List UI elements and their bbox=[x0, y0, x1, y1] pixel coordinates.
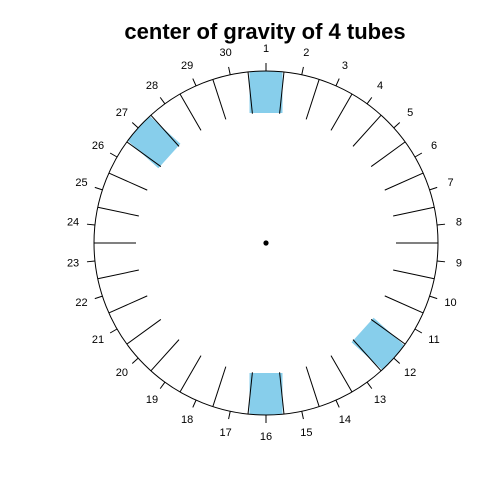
slot-divider bbox=[393, 269, 435, 280]
tick-mark-28 bbox=[159, 97, 166, 105]
slot-divider bbox=[393, 206, 435, 217]
tick-mark-8 bbox=[437, 223, 446, 226]
tick-mark-2 bbox=[301, 66, 304, 75]
slot-divider bbox=[212, 366, 227, 407]
slot-label-7: 7 bbox=[447, 177, 453, 189]
slot-divider bbox=[370, 319, 406, 345]
tick-marks bbox=[86, 63, 446, 423]
tick-mark-19 bbox=[159, 381, 166, 389]
slot-label-1: 1 bbox=[263, 43, 269, 55]
slot-label-30: 30 bbox=[220, 47, 232, 59]
slot-label-2: 2 bbox=[303, 47, 309, 59]
tick-mark-18 bbox=[192, 399, 197, 408]
slot-divider bbox=[384, 295, 424, 314]
slot-divider bbox=[279, 71, 285, 114]
slot-label-16: 16 bbox=[260, 431, 272, 443]
slot-label-21: 21 bbox=[92, 334, 104, 346]
filled-tubes bbox=[127, 71, 405, 415]
slot-divider bbox=[305, 366, 320, 407]
slot-dividers bbox=[94, 71, 438, 415]
slot-divider bbox=[108, 172, 148, 191]
slot-label-8: 8 bbox=[456, 217, 462, 229]
tick-mark-29 bbox=[192, 78, 197, 87]
slot-divider bbox=[150, 114, 180, 147]
tick-mark-6 bbox=[414, 152, 423, 158]
slot-label-22: 22 bbox=[75, 297, 87, 309]
slot-divider bbox=[384, 172, 424, 191]
slot-divider bbox=[97, 206, 139, 217]
slot-divider bbox=[247, 71, 253, 114]
slot-divider bbox=[126, 319, 162, 345]
tick-mark-25 bbox=[94, 186, 103, 191]
slot-divider bbox=[97, 269, 139, 280]
slot-divider bbox=[279, 372, 285, 415]
slot-label-20: 20 bbox=[116, 367, 128, 379]
slot-label-18: 18 bbox=[181, 414, 193, 426]
slot-label-27: 27 bbox=[116, 107, 128, 119]
slot-divider bbox=[305, 79, 320, 120]
tick-mark-30 bbox=[228, 66, 231, 75]
slot-divider bbox=[352, 339, 382, 372]
slot-labels: 1 234567891011121314151617181920212223242… bbox=[67, 43, 462, 443]
tick-mark-14 bbox=[335, 399, 340, 408]
slot-divider bbox=[330, 355, 353, 393]
tick-mark-24 bbox=[86, 223, 95, 226]
slot-label-24: 24 bbox=[67, 217, 79, 229]
slot-label-4: 4 bbox=[377, 80, 383, 92]
tick-mark-11 bbox=[414, 328, 423, 334]
slot-label-23: 23 bbox=[67, 257, 79, 269]
tick-mark-10 bbox=[429, 295, 438, 300]
tube-slot-27 bbox=[127, 116, 181, 169]
tick-mark-27 bbox=[131, 122, 139, 129]
tick-mark-22 bbox=[94, 295, 103, 300]
tick-mark-20 bbox=[131, 357, 139, 364]
diagram-title: center of gravity of 4 tubes bbox=[124, 19, 405, 44]
slot-label-15: 15 bbox=[300, 427, 312, 439]
tick-mark-17 bbox=[228, 411, 231, 420]
tick-mark-5 bbox=[393, 122, 401, 129]
slot-label-12: 12 bbox=[404, 367, 416, 379]
slot-label-14: 14 bbox=[339, 414, 351, 426]
tick-mark-12 bbox=[393, 357, 401, 364]
slot-label-13: 13 bbox=[374, 394, 386, 406]
tick-mark-26 bbox=[109, 152, 118, 158]
slot-label-25: 25 bbox=[75, 177, 87, 189]
tube-slot-12 bbox=[351, 317, 405, 370]
slot-divider bbox=[179, 93, 202, 131]
slot-divider bbox=[150, 339, 180, 372]
slot-label-9: 9 bbox=[456, 257, 462, 269]
tick-mark-7 bbox=[429, 186, 438, 191]
slot-label-11: 11 bbox=[428, 334, 439, 346]
slot-divider bbox=[126, 141, 162, 167]
slot-divider bbox=[108, 295, 148, 314]
tick-mark-9 bbox=[437, 260, 446, 263]
slot-label-28: 28 bbox=[146, 80, 158, 92]
slot-divider bbox=[330, 93, 353, 131]
slot-label-5: 5 bbox=[407, 107, 413, 119]
tick-mark-3 bbox=[335, 78, 340, 87]
slot-divider bbox=[352, 114, 382, 147]
slot-label-19: 19 bbox=[146, 394, 158, 406]
slot-divider bbox=[370, 141, 406, 167]
tick-mark-13 bbox=[366, 381, 373, 389]
slot-label-17: 17 bbox=[220, 427, 232, 439]
slot-divider bbox=[212, 79, 227, 120]
slot-label-29: 29 bbox=[181, 60, 193, 72]
slot-label-26: 26 bbox=[92, 140, 104, 152]
slot-label-3: 3 bbox=[342, 60, 348, 72]
center-of-gravity-dot bbox=[263, 240, 269, 246]
slot-divider bbox=[247, 372, 253, 415]
slot-divider bbox=[179, 355, 202, 393]
slot-label-6: 6 bbox=[431, 140, 437, 152]
tick-mark-23 bbox=[86, 260, 95, 263]
tube-slot-1 bbox=[249, 71, 283, 113]
slot-label-10: 10 bbox=[444, 297, 456, 309]
tick-mark-15 bbox=[301, 411, 304, 420]
tick-mark-4 bbox=[366, 97, 373, 105]
tube-slot-16 bbox=[249, 373, 283, 415]
tick-mark-21 bbox=[109, 328, 118, 334]
